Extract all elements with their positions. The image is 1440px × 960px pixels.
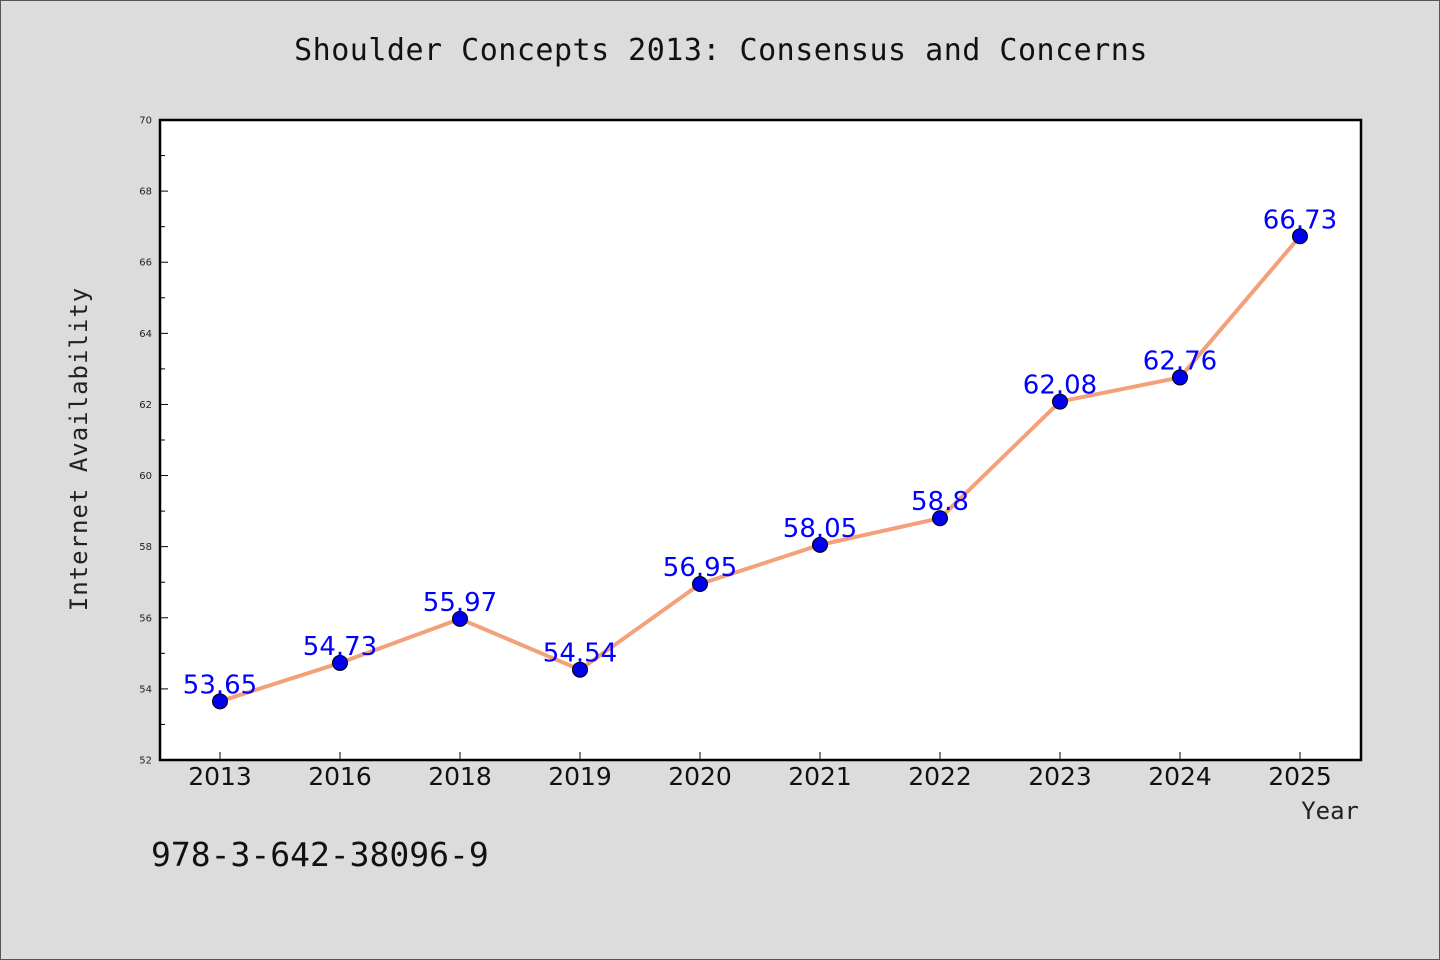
x-tick-label: 2020 <box>668 762 732 791</box>
data-label: 58.05 <box>783 514 857 544</box>
data-label: 66.73 <box>1263 205 1337 235</box>
x-axis-label: Year <box>1301 797 1359 825</box>
x-tick-label: 2019 <box>548 762 612 791</box>
x-tick-label: 2018 <box>428 762 492 791</box>
data-point <box>1052 393 1068 410</box>
x-tick-label: 2021 <box>788 762 852 791</box>
data-label: 54.54 <box>543 639 617 669</box>
data-label: 53.65 <box>183 670 257 700</box>
y-tick-label: 70 <box>139 116 152 127</box>
y-tick-label: 64 <box>139 329 152 340</box>
x-tick-label: 2024 <box>1148 762 1212 791</box>
plot-frame <box>158 118 1363 762</box>
data-label: 56.95 <box>663 553 737 583</box>
x-tick-label: 2016 <box>308 762 372 791</box>
data-point <box>332 654 348 671</box>
y-tick-label: 58 <box>139 542 152 553</box>
data-point <box>212 693 228 710</box>
x-tick-label: 2023 <box>1028 762 1092 791</box>
y-tick-label: 56 <box>139 613 152 624</box>
y-tick-label: 66 <box>139 258 152 269</box>
data-point <box>692 576 708 592</box>
data-label: 58.8 <box>911 487 969 517</box>
series-line <box>219 234 1302 704</box>
data-point <box>452 610 468 627</box>
x-tick-label: 2025 <box>1268 762 1332 791</box>
plot-area <box>160 120 1361 760</box>
y-tick-label: 52 <box>139 756 152 767</box>
y-tick-label: 60 <box>139 471 152 482</box>
data-point <box>932 510 948 527</box>
y-tick-label: 62 <box>139 400 152 411</box>
data-point <box>572 661 588 678</box>
data-label: 54.73 <box>303 632 377 662</box>
x-tick-label: 2013 <box>188 762 252 791</box>
x-tick-label: 2022 <box>908 762 972 791</box>
data-point <box>812 536 828 553</box>
data-label: 62.08 <box>1023 371 1097 401</box>
data-point <box>1172 369 1188 386</box>
isbn-text: 978-3-642-38096-9 <box>151 835 489 874</box>
data-label: 62.76 <box>1143 346 1217 376</box>
y-tick-label: 68 <box>139 187 152 198</box>
data-point <box>1292 228 1308 245</box>
data-label: 55.97 <box>423 588 497 618</box>
y-tick-label: 54 <box>139 684 152 695</box>
chart-title: Shoulder Concepts 2013: Consensus and Co… <box>294 33 1148 68</box>
